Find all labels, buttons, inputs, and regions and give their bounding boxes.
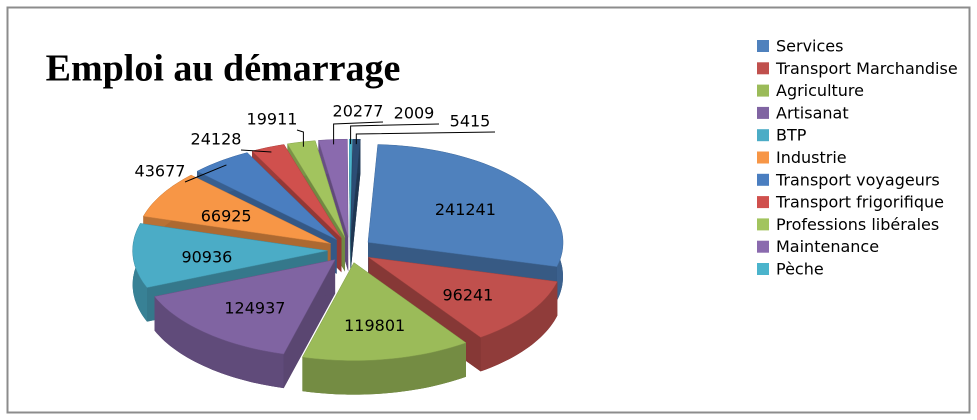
legend-swatch bbox=[757, 173, 769, 186]
legend-label: Agriculture bbox=[776, 81, 864, 100]
slice-side bbox=[302, 342, 466, 395]
slice bbox=[302, 262, 467, 361]
slice bbox=[286, 140, 346, 238]
legend-label: Transport voyageurs bbox=[775, 170, 940, 189]
data-label: 43677 bbox=[135, 162, 186, 181]
slice bbox=[367, 144, 564, 267]
legend-swatch bbox=[757, 240, 769, 253]
leader-line bbox=[350, 123, 440, 145]
legend-swatch bbox=[757, 129, 769, 142]
legend-label: Services bbox=[776, 37, 843, 56]
legend: Services Transport Marchandise Agriculture… bbox=[757, 37, 958, 279]
legend-swatch bbox=[757, 62, 769, 75]
legend-label: Professions libérales bbox=[776, 215, 939, 234]
legend-label: Transport frigorifique bbox=[775, 193, 944, 212]
legend-label: BTP bbox=[776, 126, 807, 145]
slice bbox=[318, 138, 349, 238]
slice bbox=[368, 257, 558, 338]
pie: 241241 96241 119801 124937 90936 66925 43677 24… bbox=[132, 102, 564, 395]
slice-side bbox=[154, 296, 284, 389]
data-label: 19911 bbox=[247, 110, 298, 129]
leader-line bbox=[333, 121, 384, 145]
data-label: 66925 bbox=[201, 206, 252, 225]
legend-label: Transport Marchandise bbox=[775, 59, 958, 78]
slice bbox=[154, 259, 336, 355]
data-label: 2009 bbox=[394, 104, 435, 123]
legend-label: Pèche bbox=[776, 260, 824, 279]
slice bbox=[196, 152, 337, 240]
data-label: 5415 bbox=[450, 112, 491, 131]
data-label: 124937 bbox=[224, 299, 285, 318]
legend-swatch bbox=[757, 263, 769, 275]
leader-line bbox=[355, 131, 496, 145]
chart-title: Emploi au démarrage bbox=[46, 48, 401, 90]
legend-label: Industrie bbox=[776, 148, 847, 167]
data-label: 96241 bbox=[442, 285, 493, 304]
slice bbox=[132, 223, 328, 288]
legend-label: Artisanat bbox=[776, 103, 849, 122]
legend-swatch bbox=[757, 196, 769, 209]
slice-side bbox=[480, 281, 558, 372]
legend-swatch bbox=[757, 151, 769, 164]
legend-swatch bbox=[757, 84, 769, 97]
data-label: 20277 bbox=[333, 102, 384, 121]
legend-swatch bbox=[757, 40, 769, 52]
leader-line bbox=[296, 129, 304, 147]
legend-swatch bbox=[757, 218, 769, 231]
data-label: 24128 bbox=[191, 130, 242, 149]
leader-line bbox=[184, 164, 227, 183]
leader-line bbox=[240, 149, 272, 153]
data-label: 119801 bbox=[344, 316, 405, 335]
data-label: 241241 bbox=[435, 200, 496, 219]
data-label: 90936 bbox=[181, 247, 232, 266]
legend-label: Maintenance bbox=[776, 237, 879, 256]
slice bbox=[142, 174, 331, 244]
legend-swatch bbox=[757, 106, 769, 119]
